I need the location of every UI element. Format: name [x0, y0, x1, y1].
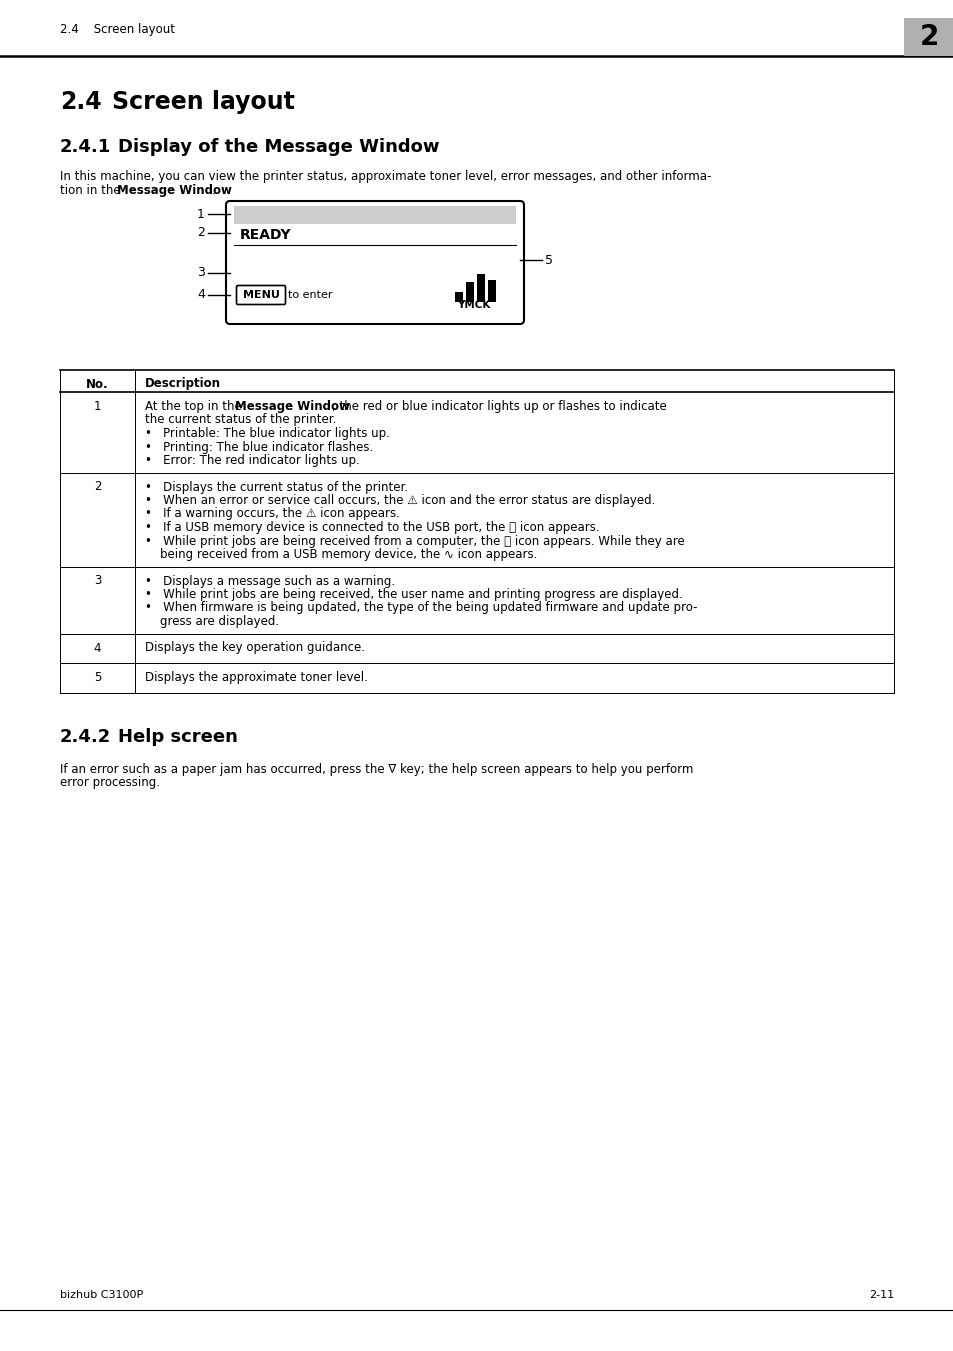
- Text: 2.4: 2.4: [60, 91, 102, 113]
- Text: 5: 5: [544, 254, 553, 266]
- Text: 3: 3: [197, 266, 205, 280]
- Text: At the top in the: At the top in the: [145, 400, 245, 413]
- Bar: [488, 280, 496, 303]
- Bar: [233, 226, 516, 245]
- FancyBboxPatch shape: [226, 201, 523, 324]
- Text: tion in the: tion in the: [60, 184, 124, 197]
- Text: 2: 2: [919, 23, 938, 51]
- Text: •   When an error or service call occurs, the ⚠ icon and the error status are di: • When an error or service call occurs, …: [145, 494, 655, 507]
- Text: Message Window: Message Window: [234, 400, 350, 413]
- Text: to enter: to enter: [288, 290, 333, 300]
- Text: 4: 4: [197, 289, 205, 301]
- Text: 4: 4: [93, 642, 101, 654]
- Text: •   Printing: The blue indicator flashes.: • Printing: The blue indicator flashes.: [145, 440, 373, 454]
- Text: , the red or blue indicator lights up or flashes to indicate: , the red or blue indicator lights up or…: [332, 400, 666, 413]
- Text: Screen layout: Screen layout: [112, 91, 294, 113]
- FancyBboxPatch shape: [236, 285, 285, 304]
- Text: Display of the Message Window: Display of the Message Window: [118, 138, 439, 155]
- Text: •   Displays a message such as a warning.: • Displays a message such as a warning.: [145, 574, 395, 588]
- Text: error processing.: error processing.: [60, 775, 160, 789]
- Text: 2.4.2: 2.4.2: [60, 727, 112, 746]
- Bar: [233, 205, 516, 224]
- Text: READY: READY: [240, 228, 292, 242]
- Text: being received from a USB memory device, the ∿ icon appears.: being received from a USB memory device,…: [145, 549, 537, 561]
- Text: •   Error: The red indicator lights up.: • Error: The red indicator lights up.: [145, 454, 359, 467]
- Text: the current status of the printer.: the current status of the printer.: [145, 413, 336, 427]
- Bar: [465, 282, 474, 303]
- Text: In this machine, you can view the printer status, approximate toner level, error: In this machine, you can view the printe…: [60, 170, 711, 182]
- Text: •   While print jobs are being received, the user name and printing progress are: • While print jobs are being received, t…: [145, 588, 682, 601]
- Text: .: .: [212, 184, 215, 197]
- Text: Message Window: Message Window: [117, 184, 232, 197]
- Text: 5: 5: [93, 671, 101, 684]
- Text: 1: 1: [197, 208, 205, 220]
- Bar: [476, 274, 484, 303]
- Text: •   When firmware is being updated, the type of the being updated firmware and u: • When firmware is being updated, the ty…: [145, 601, 697, 615]
- Bar: [455, 292, 462, 303]
- Text: •   If a warning occurs, the ⚠ icon appears.: • If a warning occurs, the ⚠ icon appear…: [145, 508, 399, 520]
- Text: •   Printable: The blue indicator lights up.: • Printable: The blue indicator lights u…: [145, 427, 390, 440]
- Text: If an error such as a paper jam has occurred, press the ∇ key; the help screen a: If an error such as a paper jam has occu…: [60, 762, 693, 775]
- Text: No.: No.: [86, 377, 109, 390]
- Text: •   Displays the current status of the printer.: • Displays the current status of the pri…: [145, 481, 408, 493]
- Bar: [903, 18, 953, 55]
- Text: 1: 1: [93, 400, 101, 413]
- Text: 2.4    Screen layout: 2.4 Screen layout: [60, 23, 174, 36]
- Text: Displays the approximate toner level.: Displays the approximate toner level.: [145, 671, 368, 684]
- Text: •   While print jobs are being received from a computer, the ⭳ icon appears. Whi: • While print jobs are being received fr…: [145, 535, 684, 547]
- Text: Displays the key operation guidance.: Displays the key operation guidance.: [145, 642, 365, 654]
- Text: 2: 2: [197, 227, 205, 239]
- Text: MENU: MENU: [242, 290, 279, 300]
- Text: Help screen: Help screen: [118, 727, 237, 746]
- Text: 2-11: 2-11: [868, 1290, 893, 1300]
- Text: 2.4.1: 2.4.1: [60, 138, 112, 155]
- Text: •   If a USB memory device is connected to the USB port, the ⭯ icon appears.: • If a USB memory device is connected to…: [145, 521, 599, 534]
- Text: gress are displayed.: gress are displayed.: [145, 615, 279, 628]
- Text: YMCK: YMCK: [456, 300, 490, 309]
- Text: 2: 2: [93, 481, 101, 493]
- Text: 3: 3: [93, 574, 101, 588]
- Text: Description: Description: [145, 377, 221, 390]
- Text: bizhub C3100P: bizhub C3100P: [60, 1290, 143, 1300]
